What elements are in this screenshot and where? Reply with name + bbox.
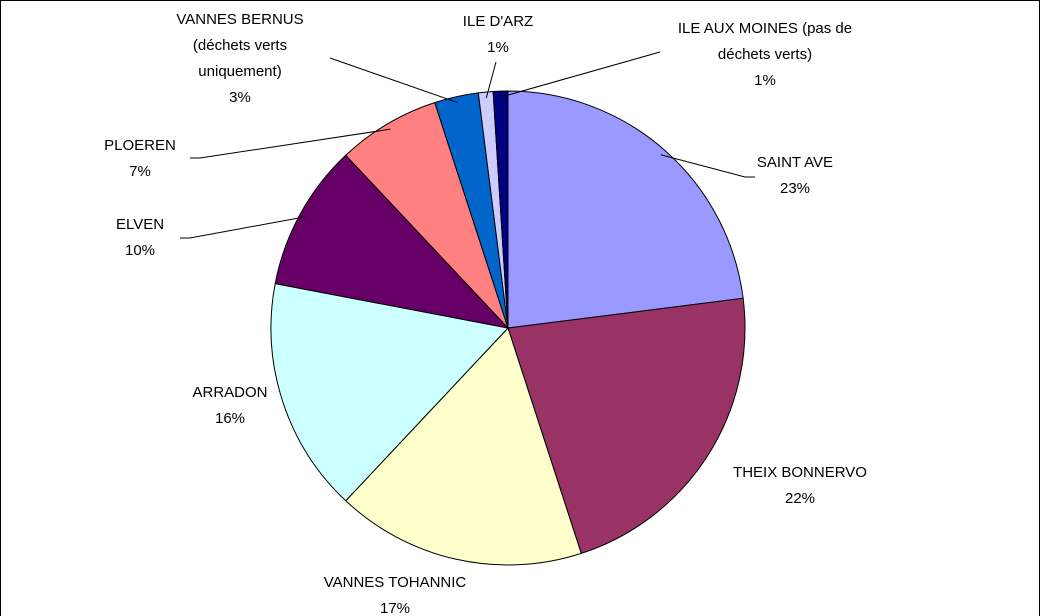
slice-label: ILE AUX MOINES (pas de déchets verts) 1% <box>665 16 865 94</box>
pie-slice <box>345 327 582 566</box>
category-label: ILE D'ARZ <box>462 13 534 30</box>
slice-label: THEIX BONNERVO 22% <box>733 460 867 512</box>
value-label: 3% <box>229 89 251 106</box>
slice-label: SAINT AVE 23% <box>757 150 833 202</box>
leader-line <box>180 216 306 239</box>
slice-label: ELVEN 10% <box>116 212 164 264</box>
pie-slice <box>270 283 509 502</box>
category-label: VANNES TOHANNIC <box>323 574 467 591</box>
pie-slice <box>507 90 744 329</box>
value-label: 10% <box>124 242 156 259</box>
value-label: 1% <box>487 39 509 56</box>
leader-line <box>485 61 497 99</box>
slice-label: ARRADON 16% <box>192 380 267 432</box>
slice-label: ILE D'ARZ 1% <box>463 9 533 61</box>
category-label: THEIX BONNERVO <box>733 464 867 481</box>
value-label: 17% <box>379 600 411 616</box>
leader-line <box>329 57 458 104</box>
category-label: ILE AUX MOINES (pas de déchets verts) <box>677 20 853 63</box>
value-label: 7% <box>129 163 151 180</box>
leader-line <box>190 128 391 159</box>
leader-line <box>500 51 661 98</box>
slice-label: PLOEREN 7% <box>104 133 176 185</box>
category-label: ARRADON <box>192 384 268 401</box>
value-label: 1% <box>754 72 776 89</box>
pie-slice <box>345 101 509 329</box>
pie-slice <box>492 90 509 329</box>
category-label: SAINT AVE <box>756 154 834 171</box>
category-label: ELVEN <box>115 216 165 233</box>
slice-label: VANNES TOHANNIC 17% <box>324 570 467 616</box>
category-label: VANNES BERNUS (déchets verts uniquement) <box>176 11 304 80</box>
slice-label: VANNES BERNUS (déchets verts uniquement)… <box>165 7 315 111</box>
value-label: 16% <box>214 410 246 427</box>
value-label: 22% <box>784 490 816 507</box>
leader-line <box>660 154 755 178</box>
value-label: 23% <box>779 180 811 197</box>
category-label: PLOEREN <box>104 137 176 154</box>
pie-slice <box>274 154 510 329</box>
pie-slice <box>507 297 746 555</box>
